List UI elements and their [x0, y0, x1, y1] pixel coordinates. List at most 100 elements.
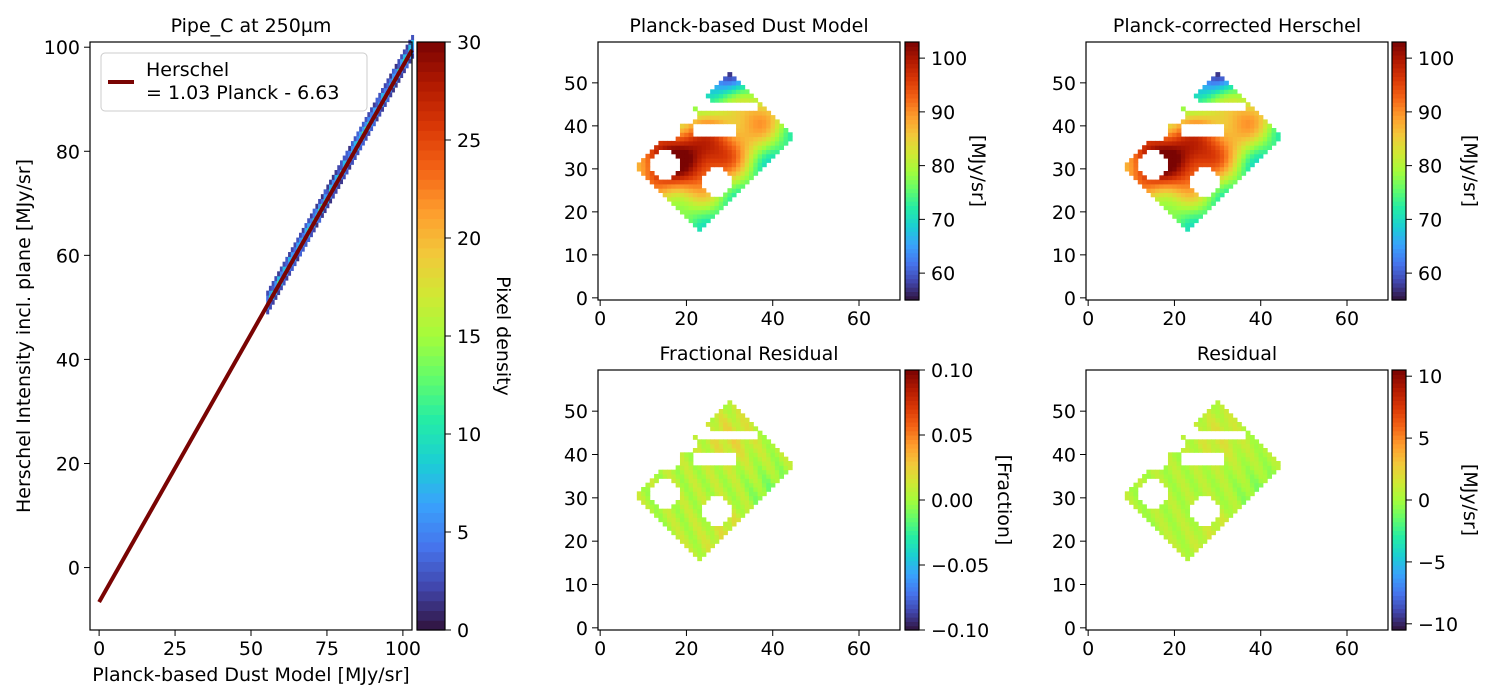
map-cell	[1267, 128, 1273, 133]
colorbar-segment	[905, 621, 919, 627]
map-cell	[1262, 448, 1268, 453]
map-cell	[1189, 439, 1195, 445]
map-cell	[1185, 115, 1191, 120]
map-cell	[740, 422, 746, 427]
map-cell	[1202, 110, 1208, 116]
map-cell	[697, 539, 703, 544]
map-cell	[1189, 491, 1195, 497]
map-cell	[1185, 166, 1191, 172]
map-cell	[1224, 188, 1229, 193]
map-cell	[770, 452, 776, 458]
map-cell	[718, 534, 724, 540]
map-cell	[645, 495, 651, 501]
colorbar-segment	[905, 269, 919, 275]
map-cell	[731, 465, 737, 471]
map-cell	[701, 205, 707, 211]
map-cell	[1271, 456, 1277, 462]
map-cell	[675, 171, 681, 176]
map-cell	[654, 474, 659, 479]
map-cell	[1202, 209, 1208, 215]
map-cell	[662, 140, 668, 146]
map-cell	[749, 469, 754, 475]
map-cell	[1185, 474, 1191, 479]
x-tick-label: 100	[385, 638, 421, 660]
map-cell	[1206, 110, 1212, 116]
map-cell	[727, 500, 733, 505]
map-cell	[679, 149, 685, 155]
map-cell	[710, 158, 715, 163]
map-cell	[675, 175, 681, 181]
map-cell	[684, 136, 690, 142]
map-cell	[688, 188, 694, 193]
map-cell	[692, 106, 698, 112]
colorbar-segment	[1392, 487, 1406, 492]
map-cell	[1241, 491, 1247, 497]
map-cell	[1155, 192, 1160, 198]
density-cell	[298, 251, 302, 257]
map-cell	[736, 513, 741, 518]
map-cell	[1232, 171, 1238, 176]
map-cell	[1189, 214, 1195, 219]
map-cell	[710, 448, 715, 453]
density-cell	[268, 290, 272, 296]
map-cell	[761, 435, 767, 440]
map-cell	[675, 530, 681, 536]
map-cell	[701, 500, 707, 505]
colorbar-segment	[905, 413, 919, 419]
density-cell	[381, 88, 385, 94]
colorbar-segment	[1392, 226, 1406, 232]
colorbar-segment	[1392, 404, 1406, 410]
map-cell	[1185, 222, 1191, 228]
map-cell	[1202, 153, 1208, 159]
map-cell	[1185, 448, 1191, 453]
map-cell	[1232, 89, 1238, 95]
map-cell	[1237, 115, 1242, 120]
map-cell	[1185, 478, 1191, 484]
map-cell	[1232, 140, 1238, 146]
map-cell	[1150, 474, 1156, 479]
map-cell	[1198, 158, 1203, 163]
colorbar-frame	[1391, 41, 1407, 301]
map-cell	[727, 171, 733, 176]
colorbar-tick-label: −0.05	[931, 555, 989, 577]
map-cell	[761, 465, 767, 471]
density-cell	[337, 169, 341, 175]
colorbar-segment	[1392, 612, 1406, 618]
colorbar-segment	[1392, 456, 1406, 462]
map-cell	[1198, 487, 1203, 492]
map-cell	[753, 474, 759, 479]
map-cell	[740, 513, 746, 518]
map-cell	[718, 478, 724, 484]
map-cell	[766, 136, 772, 142]
map-cell	[761, 474, 767, 479]
map-cell	[753, 128, 759, 133]
map-cell	[688, 521, 694, 527]
map-cell	[718, 201, 724, 206]
map-cell	[1232, 461, 1238, 466]
map-cell	[701, 218, 707, 224]
map-cell	[1211, 478, 1216, 484]
map-cell	[697, 205, 703, 211]
map-cell	[697, 443, 703, 449]
map-cell	[654, 179, 659, 185]
map-cell	[1180, 201, 1186, 206]
density-cell	[372, 107, 376, 113]
map-title: Fractional Residual	[659, 343, 838, 365]
map-cell	[1228, 504, 1234, 510]
map-cell	[1228, 461, 1234, 466]
map-cell	[736, 474, 741, 479]
map-cell	[701, 517, 707, 523]
map-cell	[697, 474, 703, 479]
map-cell	[1219, 85, 1225, 90]
colorbar-segment	[905, 145, 919, 151]
map-cell	[1176, 461, 1182, 466]
map-cell	[1211, 487, 1216, 492]
map-cell	[736, 85, 741, 90]
map-cell	[1241, 469, 1247, 475]
colorbar-segment	[1392, 252, 1406, 258]
map-cell	[697, 513, 703, 518]
map-cell	[1219, 119, 1225, 125]
map-cell	[1224, 439, 1229, 445]
map-cell	[718, 530, 724, 536]
